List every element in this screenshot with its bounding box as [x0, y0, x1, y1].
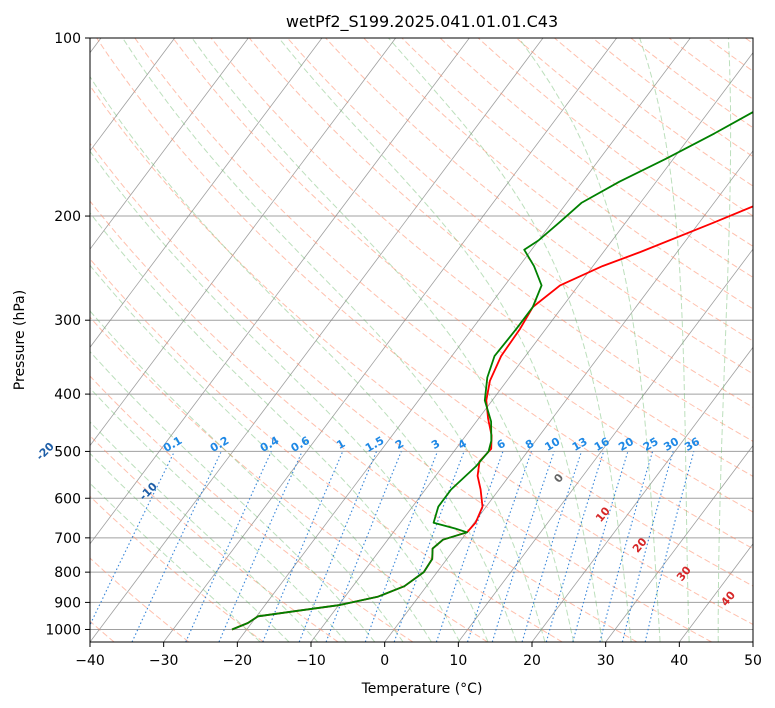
- isotherm-line: [237, 38, 691, 642]
- dry-adiabat: [287, 38, 753, 408]
- x-tick-label: −40: [75, 653, 105, 669]
- y-tick-label: 300: [54, 313, 81, 329]
- moist-adiabat: [639, 38, 690, 642]
- y-tick-label: 700: [54, 531, 81, 547]
- moist-adiabat: [90, 421, 319, 642]
- mixing-ratio-line: [364, 451, 439, 642]
- moist-adiabat: [388, 38, 632, 642]
- isotherm-line: [384, 150, 753, 642]
- moist-adiabat: [90, 212, 461, 642]
- y-tick-label: 900: [54, 595, 81, 611]
- dry-adiabat: [210, 38, 753, 477]
- mixing-ratio-line: [218, 451, 303, 642]
- isotherm-line: [163, 38, 617, 642]
- dry-adiabat: [96, 38, 753, 587]
- dry-adiabat: [90, 142, 712, 642]
- moist-adiabat: [90, 387, 347, 642]
- dry-adiabat: [554, 38, 753, 187]
- isotherm-line: [90, 38, 396, 447]
- moist-adiabat: [717, 38, 732, 642]
- y-tick-label: 800: [54, 565, 81, 581]
- mixing-ratio-line: [572, 451, 629, 642]
- isotherm-line: [90, 38, 323, 348]
- dry-adiabat: [90, 84, 753, 626]
- moist-adiabat: [90, 310, 404, 642]
- dewpoint-profile: [231, 111, 753, 631]
- isotherm-line: [605, 444, 753, 642]
- dry-adiabat: [90, 435, 339, 642]
- x-tick-label: −30: [149, 653, 179, 669]
- isotherm-line: [458, 248, 753, 642]
- moist-adiabat: [90, 264, 432, 642]
- mixing-ratio-line: [325, 451, 402, 642]
- y-tick-label: 100: [54, 31, 81, 47]
- moist-adiabat: [90, 452, 290, 642]
- mixing-ratio-line: [262, 451, 344, 642]
- x-tick-label: 0: [380, 653, 389, 669]
- moist-adiabat: [518, 38, 661, 642]
- isotherm-line: [90, 38, 470, 545]
- mixing-ratio-line: [435, 451, 504, 642]
- moist-adiabat: [122, 38, 546, 642]
- dry-adiabat: [90, 375, 414, 642]
- isotherm-line: [90, 38, 544, 642]
- x-axis-label: Temperature (°C): [361, 681, 483, 697]
- x-tick-label: −20: [223, 653, 253, 669]
- moist-adiabat: [90, 350, 376, 642]
- dry-adiabat: [172, 38, 753, 513]
- mixing-ratio-line: [644, 451, 695, 642]
- isotherm-line: [531, 346, 753, 642]
- mixing-ratio-line: [545, 451, 605, 642]
- moist-adiabat: [90, 482, 261, 642]
- moist-adiabat: [90, 150, 489, 642]
- mixing-ratio-line: [298, 451, 378, 642]
- y-axis-label: Pressure (hPa): [12, 290, 28, 390]
- plot-frame: [89, 37, 754, 643]
- x-tick-label: 50: [744, 653, 762, 669]
- y-tick-label: 500: [54, 444, 81, 460]
- y-tick-label: 200: [54, 209, 81, 225]
- dry-adiabat: [363, 38, 753, 342]
- dry-adiabat: [325, 38, 753, 375]
- dry-adiabat: [248, 38, 753, 442]
- dry-adiabat: [592, 38, 753, 158]
- moist-adiabat: [191, 38, 575, 642]
- y-tick-label: 1000: [45, 622, 81, 638]
- mixing-ratio-line: [621, 451, 674, 642]
- isotherm-line: [90, 38, 175, 152]
- dry-adiabat: [90, 200, 638, 642]
- background-lines: [90, 38, 753, 642]
- mixing-ratio-line: [466, 451, 533, 642]
- mixing-ratio-line: [185, 451, 272, 642]
- moist-adiabat: [278, 38, 603, 642]
- x-tick-label: 20: [523, 653, 541, 669]
- data-series: [231, 111, 753, 631]
- x-tick-label: 10: [449, 653, 467, 669]
- y-tick-label: 600: [54, 491, 81, 507]
- mixing-ratio-line: [599, 451, 654, 642]
- dry-adiabat: [516, 38, 753, 217]
- mixing-ratio-line: [491, 451, 555, 642]
- x-tick-label: 40: [670, 653, 688, 669]
- chart-title: wetPf2_S199.2025.041.01.01.C43: [286, 12, 558, 32]
- y-tick-label: 400: [54, 387, 81, 403]
- axes: −40 −30 −20 −10 0 10 20 30 40 50 1000 900 800 700 600 5…: [45, 31, 762, 669]
- mixing-ratio-line: [521, 451, 583, 642]
- dry-adiabat: [401, 38, 753, 310]
- x-tick-label: 30: [597, 653, 615, 669]
- isotherm-line: [90, 38, 249, 250]
- moist-adiabat: [90, 75, 517, 642]
- dry-adiabat: [134, 38, 753, 550]
- x-tick-label: −10: [296, 653, 326, 669]
